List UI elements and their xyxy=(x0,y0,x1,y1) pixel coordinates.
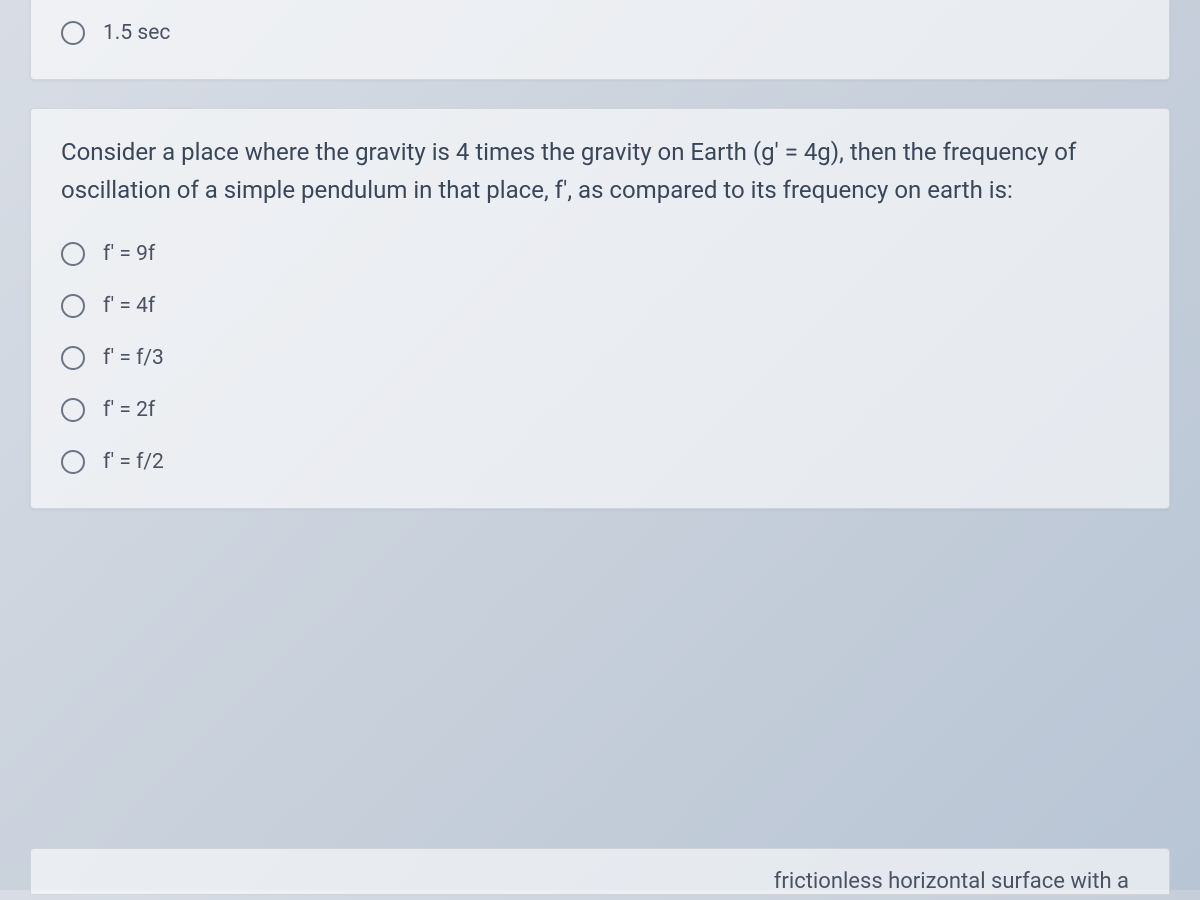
question-card-1-partial: 1.5 sec xyxy=(30,0,1170,80)
option-label: f' = f/3 xyxy=(103,346,164,370)
radio-icon[interactable] xyxy=(61,21,85,45)
option-row[interactable]: 1.5 sec xyxy=(61,21,1139,45)
option-label: 1.5 sec xyxy=(103,21,170,45)
question-card-2: Consider a place where the gravity is 4 … xyxy=(30,108,1170,509)
radio-icon[interactable] xyxy=(61,242,85,266)
option-row[interactable]: f' = f/3 xyxy=(61,346,1139,370)
radio-icon[interactable] xyxy=(61,450,85,474)
partial-question-text: frictionless horizontal surface with a xyxy=(61,869,1139,894)
radio-icon[interactable] xyxy=(61,294,85,318)
radio-icon[interactable] xyxy=(61,346,85,370)
option-row[interactable]: f' = 2f xyxy=(61,398,1139,422)
radio-icon[interactable] xyxy=(61,398,85,422)
option-row[interactable]: f' = 4f xyxy=(61,294,1139,318)
quiz-container: 1.5 sec Consider a place where the gravi… xyxy=(0,0,1200,509)
option-row[interactable]: f' = f/2 xyxy=(61,450,1139,474)
question-text: Consider a place where the gravity is 4 … xyxy=(61,133,1139,210)
question-card-3-partial: frictionless horizontal surface with a xyxy=(30,848,1170,895)
option-label: f' = 9f xyxy=(103,242,155,266)
option-row[interactable]: f' = 9f xyxy=(61,242,1139,266)
option-label: f' = f/2 xyxy=(103,450,164,474)
option-label: f' = 4f xyxy=(103,294,155,318)
option-label: f' = 2f xyxy=(103,398,155,422)
